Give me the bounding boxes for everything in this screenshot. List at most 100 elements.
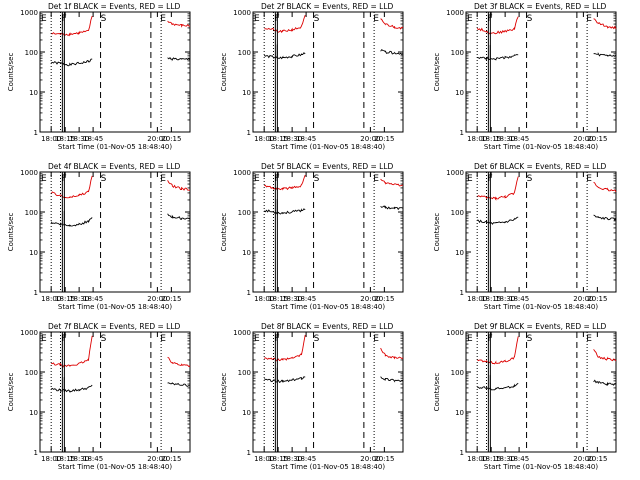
- x-tick-label: 20:15: [587, 295, 607, 303]
- y-tick-label: 100: [25, 49, 38, 57]
- y-axis-label: Counts/sec: [7, 53, 15, 92]
- x-tick-label: 18:45: [296, 455, 316, 463]
- x-tick-label: 18:00: [254, 455, 274, 463]
- y-tick-label: 1: [34, 289, 38, 297]
- x-tick-label: 20:00: [147, 135, 167, 143]
- events-series-line: [50, 57, 191, 67]
- x-tick-label: 18:30: [282, 295, 302, 303]
- x-tick-label: 20:15: [161, 455, 181, 463]
- x-tick-label: 20:15: [587, 455, 607, 463]
- y-tick-label: 10: [29, 249, 38, 257]
- x-tick-label: 18:30: [495, 295, 515, 303]
- y-tick-label: 1: [34, 129, 38, 137]
- y-tick-label: 1: [247, 289, 251, 297]
- y-tick-label: 1000: [446, 169, 464, 177]
- detector-panel-6: Det 6f BLACK = Events, RED = LLD 1 10 100 10…: [433, 162, 617, 311]
- marker-letter-e: E: [373, 174, 379, 184]
- lld-series-line: [263, 334, 404, 363]
- marker-letter-f: F: [61, 14, 66, 24]
- marker-letter-e: E: [373, 334, 379, 344]
- y-tick-label: 10: [455, 89, 464, 97]
- x-tick-label: 20:15: [587, 135, 607, 143]
- marker-letter-e: E: [467, 334, 473, 344]
- events-series-line: [263, 48, 404, 60]
- y-tick-label: 1000: [233, 329, 251, 337]
- x-tick-label: 18:45: [509, 295, 529, 303]
- y-tick-label: 10: [29, 89, 38, 97]
- marker-letter-s: S: [101, 14, 107, 24]
- x-tick-label: 18:15: [268, 135, 288, 143]
- plot-frame: [465, 11, 617, 133]
- y-tick-label: 1: [34, 449, 38, 457]
- panel-title: Det 8f BLACK = Events, RED = LLD: [261, 322, 394, 331]
- marker-letter-e: E: [586, 334, 592, 344]
- y-tick-label: 1: [460, 129, 464, 137]
- y-tick-label: 100: [238, 369, 251, 377]
- lld-series-line: [51, 15, 191, 37]
- marker-letter-s: S: [314, 334, 320, 344]
- lld-series-line: [264, 14, 404, 34]
- detector-panel-4: Det 4f BLACK = Events, RED = LLD 1 10 100 10…: [7, 162, 191, 311]
- detector-panel-2: Det 2f BLACK = Events, RED = LLD 1 10 100 10…: [220, 2, 404, 151]
- panel-title: Det 6f BLACK = Events, RED = LLD: [474, 162, 607, 171]
- x-tick-label: 20:15: [161, 135, 181, 143]
- marker-letter-e: E: [41, 334, 47, 344]
- x-axis-label: Start Time (01-Nov-05 18:48:40): [271, 463, 385, 471]
- lld-series-line: [476, 16, 617, 35]
- marker-letter-f: F: [274, 334, 279, 344]
- panel-title: Det 7f BLACK = Events, RED = LLD: [48, 322, 181, 331]
- x-tick-label: 20:15: [374, 135, 394, 143]
- marker-letter-e: E: [254, 14, 260, 24]
- marker-letter-e: E: [373, 14, 379, 24]
- plot-frame: [465, 331, 617, 453]
- detector-panel-9: Det 9f BLACK = Events, RED = LLD 1 10 100 10…: [433, 322, 617, 471]
- marker-letter-e: E: [254, 334, 260, 344]
- y-axis-label: Counts/sec: [433, 53, 441, 92]
- marker-letter-e: E: [586, 14, 592, 24]
- y-tick-label: 1: [460, 289, 464, 297]
- x-axis-label: Start Time (01-Nov-05 18:48:40): [58, 303, 172, 311]
- y-tick-label: 10: [242, 89, 251, 97]
- y-tick-label: 1000: [233, 169, 251, 177]
- marker-letter-f: F: [487, 334, 492, 344]
- panel-title: Det 4f BLACK = Events, RED = LLD: [48, 162, 181, 171]
- events-series-line: [263, 376, 404, 384]
- x-tick-label: 18:30: [282, 455, 302, 463]
- plot-frame: [252, 331, 404, 453]
- y-tick-label: 10: [29, 409, 38, 417]
- y-tick-label: 1000: [20, 9, 38, 17]
- marker-letter-f: F: [61, 174, 66, 184]
- x-axis-label: Start Time (01-Nov-05 18:48:40): [58, 463, 172, 471]
- x-tick-label: 18:00: [467, 295, 487, 303]
- y-axis-label: Counts/sec: [433, 213, 441, 252]
- lld-series-line: [50, 175, 191, 199]
- y-tick-label: 100: [25, 369, 38, 377]
- panel-title: Det 5f BLACK = Events, RED = LLD: [261, 162, 394, 171]
- events-series-line: [263, 205, 404, 216]
- y-axis-label: Counts/sec: [7, 213, 15, 252]
- x-tick-label: 18:45: [83, 455, 103, 463]
- events-series-line: [50, 213, 191, 227]
- x-tick-label: 18:00: [467, 135, 487, 143]
- y-tick-label: 100: [25, 209, 38, 217]
- plot-frame: [39, 331, 191, 453]
- marker-letter-e: E: [254, 174, 260, 184]
- lld-series-line: [476, 336, 617, 365]
- x-tick-label: 20:00: [360, 135, 380, 143]
- y-tick-label: 10: [242, 409, 251, 417]
- x-tick-label: 18:15: [55, 135, 75, 143]
- x-tick-label: 18:45: [83, 135, 103, 143]
- panel-title: Det 1f BLACK = Events, RED = LLD: [48, 2, 181, 11]
- plot-frame: [39, 11, 191, 133]
- y-tick-label: 100: [238, 209, 251, 217]
- x-tick-label: 18:45: [509, 455, 529, 463]
- x-tick-label: 18:30: [69, 135, 89, 143]
- detector-panel-3: Det 3f BLACK = Events, RED = LLD 1 10 100 10…: [433, 2, 617, 151]
- x-tick-label: 18:00: [41, 135, 61, 143]
- marker-letter-e: E: [41, 174, 47, 184]
- marker-letter-e: E: [467, 14, 473, 24]
- x-tick-label: 18:45: [83, 295, 103, 303]
- marker-letter-f: F: [487, 14, 492, 24]
- panel-title: Det 3f BLACK = Events, RED = LLD: [474, 2, 607, 11]
- marker-letter-f: F: [61, 334, 66, 344]
